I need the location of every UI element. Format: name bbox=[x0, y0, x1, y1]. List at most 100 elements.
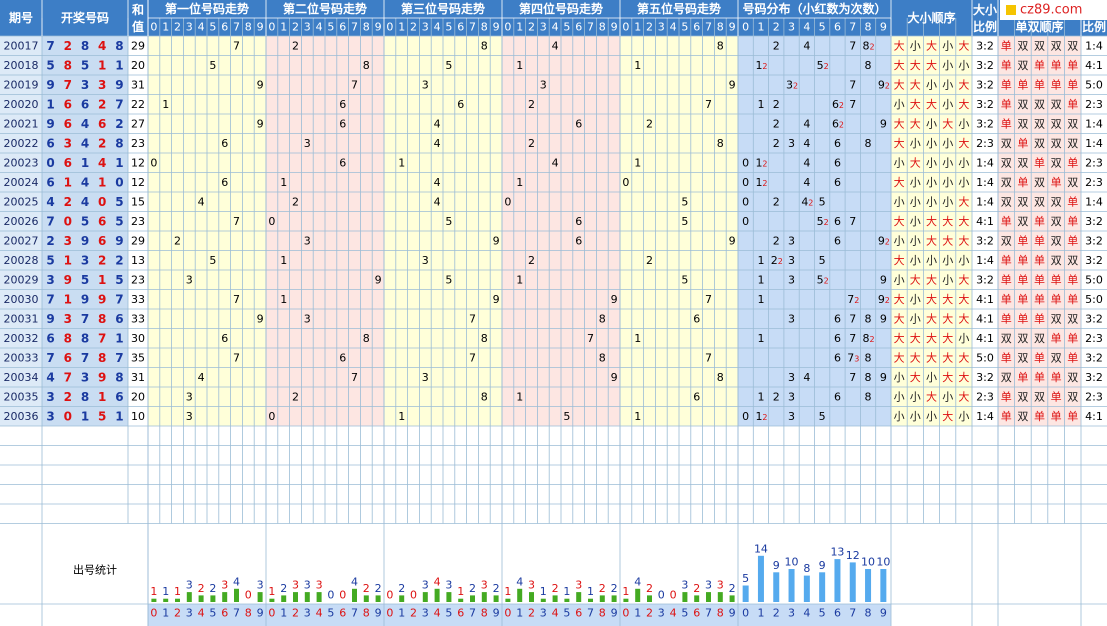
draw-number: 9 bbox=[98, 292, 106, 306]
stats-bar-value: 3 bbox=[304, 579, 311, 592]
distribution-number: 2 bbox=[773, 117, 780, 130]
position-digit-header: 4 bbox=[670, 21, 677, 34]
size-cell: 小 bbox=[910, 410, 921, 423]
stats-digit: 3 bbox=[186, 607, 193, 620]
parity-cell: 单 bbox=[1051, 78, 1062, 91]
stats-digit: 1 bbox=[162, 607, 169, 620]
draw-number: 6 bbox=[81, 97, 89, 111]
stats-digit: 3 bbox=[540, 607, 547, 620]
parity-cell: 单 bbox=[1034, 293, 1045, 306]
distribution-number: 2 bbox=[773, 137, 780, 150]
period-cell: 20035 bbox=[4, 390, 39, 403]
stats-bar bbox=[175, 598, 180, 602]
position-2-number: 7 bbox=[351, 78, 358, 91]
stats-digit: 9 bbox=[880, 607, 887, 620]
position-2-number: 1 bbox=[280, 293, 287, 306]
distribution-count: 2 bbox=[793, 81, 798, 90]
position-digit-header: 4 bbox=[316, 21, 323, 34]
parity-ratio-cell: 4:1 bbox=[1085, 59, 1103, 72]
stats-bar bbox=[493, 595, 499, 602]
distribution-count: 2 bbox=[870, 335, 875, 344]
draw-number: 6 bbox=[98, 214, 106, 228]
size-cell: 大 bbox=[958, 311, 969, 325]
distribution-number: 9 bbox=[880, 117, 887, 130]
period-cell: 20020 bbox=[4, 98, 39, 111]
parity-cell: 单 bbox=[1034, 351, 1045, 364]
stats-digit: 2 bbox=[646, 607, 653, 620]
parity-cell: 双 bbox=[1067, 312, 1078, 325]
position-1-number: 4 bbox=[198, 371, 205, 384]
distribution-count: 2 bbox=[870, 42, 875, 51]
distribution-number: 0 bbox=[742, 176, 749, 189]
parity-cell: 单 bbox=[1001, 351, 1012, 364]
parity-cell: 双 bbox=[1034, 117, 1045, 130]
parity-cell: 单 bbox=[1001, 78, 1012, 91]
parity-cell: 单 bbox=[1067, 293, 1078, 306]
size-cell: 小 bbox=[910, 39, 921, 52]
distribution-number: 4 bbox=[803, 156, 810, 169]
position-5-number: 7 bbox=[705, 98, 712, 111]
stats-digit: 0 bbox=[386, 607, 393, 620]
stats-bar bbox=[505, 598, 511, 602]
distribution-number: 9 bbox=[880, 312, 887, 325]
size-ratio-cell: 1:4 bbox=[976, 410, 994, 423]
parity-cell: 单 bbox=[1067, 234, 1078, 247]
stats-bar-value: 2 bbox=[729, 582, 736, 595]
parity-cell: 单 bbox=[1051, 59, 1062, 72]
distribution-number: 6 bbox=[832, 117, 839, 130]
position-1-number: 3 bbox=[186, 390, 193, 403]
draw-number: 5 bbox=[98, 409, 106, 423]
size-cell: 大 bbox=[926, 389, 937, 403]
position-1-number: 0 bbox=[150, 156, 157, 169]
parity-cell: 单 bbox=[1051, 293, 1062, 306]
distribution-number: 7 bbox=[849, 312, 856, 325]
stats-bar-value: 3 bbox=[445, 579, 452, 592]
position-2-number: 3 bbox=[304, 137, 311, 150]
sum-header: 值 bbox=[132, 19, 144, 34]
size-cell: 小 bbox=[942, 98, 953, 111]
size-cell: 大 bbox=[894, 136, 905, 150]
size-cell: 小 bbox=[926, 137, 937, 150]
stats-digit: 7 bbox=[849, 607, 856, 620]
position-digit-header: 2 bbox=[410, 21, 417, 34]
parity-cell: 双 bbox=[1051, 254, 1062, 267]
stats-bar-value: 2 bbox=[552, 582, 559, 595]
position-5-number: 1 bbox=[634, 410, 641, 423]
position-5-number: 0 bbox=[622, 176, 629, 189]
position-digit-header: 1 bbox=[398, 21, 405, 34]
stats-bar-value: 0 bbox=[245, 589, 252, 602]
position-2-title: 第二位号码走势 bbox=[283, 1, 367, 16]
parity-cell: 单 bbox=[1034, 156, 1045, 169]
parity-cell: 双 bbox=[1017, 332, 1028, 345]
draw-number: 6 bbox=[98, 117, 106, 131]
position-digit-header: 6 bbox=[339, 21, 346, 34]
position-4-number: 3 bbox=[540, 78, 547, 91]
draw-number: 3 bbox=[81, 78, 89, 92]
size-cell: 大 bbox=[910, 370, 921, 384]
sum-cell: 20 bbox=[131, 390, 145, 403]
draw-number: 6 bbox=[98, 234, 106, 248]
parity-cell: 单 bbox=[1034, 273, 1045, 286]
size-ratio-cell: 1:4 bbox=[976, 156, 994, 169]
position-digit-header: 3 bbox=[422, 21, 429, 34]
stats-bar-value: 3 bbox=[575, 579, 582, 592]
draw-number: 8 bbox=[81, 39, 89, 53]
draw-number: 9 bbox=[115, 234, 123, 248]
size-cell: 大 bbox=[958, 38, 969, 52]
position-digit-header: 8 bbox=[481, 21, 488, 34]
distribution-number: 2 bbox=[773, 234, 780, 247]
distribution-number: 0 bbox=[742, 195, 749, 208]
position-digit-header: 8 bbox=[363, 21, 370, 34]
position-5-number: 8 bbox=[717, 39, 724, 52]
draw-number: 9 bbox=[46, 78, 54, 92]
position-4-number: 8 bbox=[599, 312, 606, 325]
size-cell: 大 bbox=[942, 370, 953, 384]
position-1-number: 9 bbox=[257, 78, 264, 91]
size-cell: 小 bbox=[926, 156, 937, 169]
position-5-title: 第五位号码走势 bbox=[637, 1, 721, 16]
position-digit-header: 9 bbox=[729, 21, 736, 34]
size-cell: 大 bbox=[894, 38, 905, 52]
stats-bar bbox=[234, 588, 239, 602]
parity-cell: 单 bbox=[1001, 59, 1012, 72]
parity-cell: 单 bbox=[1001, 98, 1012, 111]
